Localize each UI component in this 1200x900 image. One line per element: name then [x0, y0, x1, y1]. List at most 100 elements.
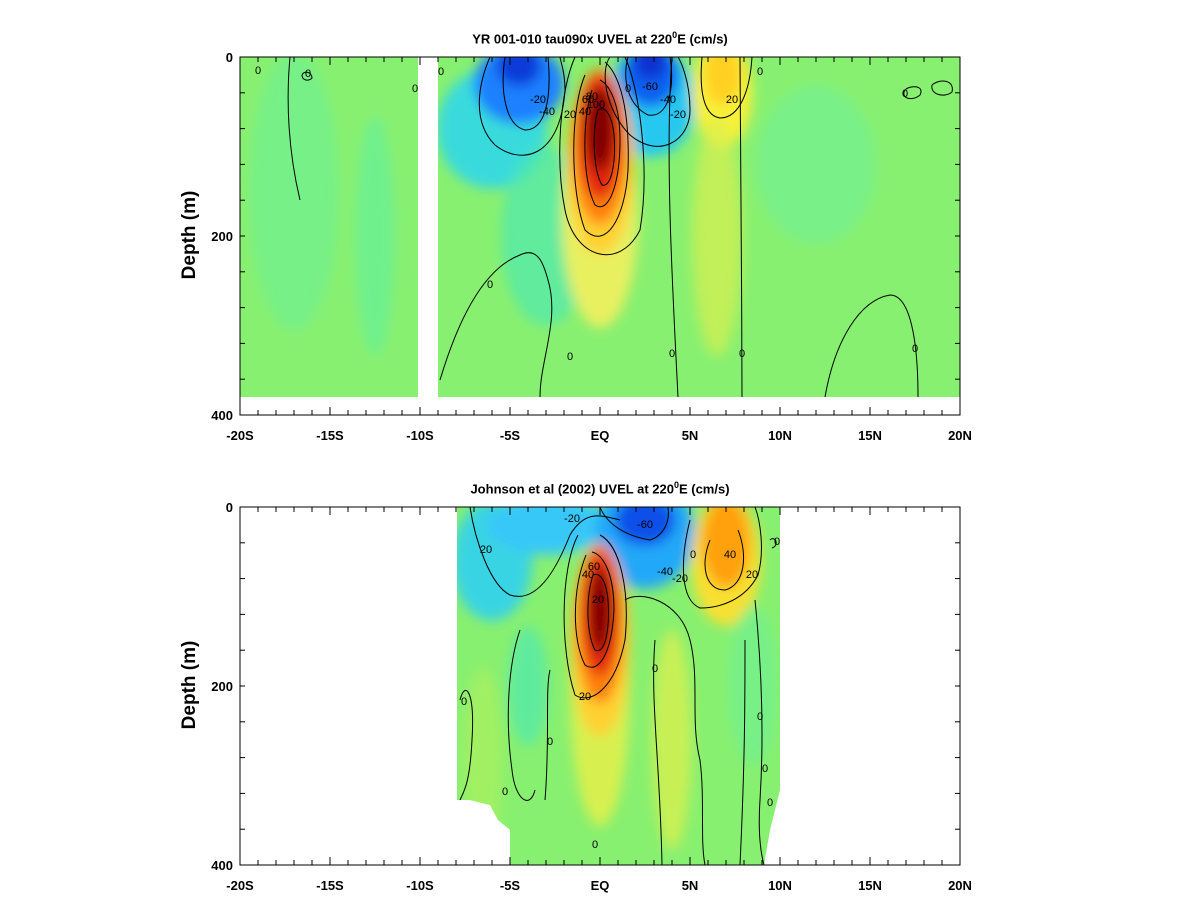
x-tick-label: 15N: [858, 878, 882, 893]
contour-label: 0: [487, 279, 493, 291]
contour-label: -20: [564, 513, 580, 525]
contour-label: 20: [480, 544, 492, 556]
contour-line: [754, 599, 765, 866]
contour-line: [903, 86, 922, 100]
contour-label: 100: [587, 99, 605, 111]
contour-line: [653, 639, 663, 866]
contour-label: -40: [657, 566, 673, 578]
x-tick-label: 10N: [768, 878, 792, 893]
contour-label: 0: [690, 549, 696, 561]
contour-label: 40: [582, 569, 594, 581]
contour-label: 20: [726, 94, 738, 106]
title-suffix: E (cm/s): [677, 31, 728, 47]
contour-label: -20: [670, 109, 686, 121]
contour-label: 40: [724, 549, 736, 561]
velocity-blob: [586, 86, 614, 171]
contour-line: [574, 551, 615, 668]
velocity-blob: [508, 626, 548, 746]
velocity-blob: [615, 507, 675, 546]
x-tick-label: 20N: [948, 428, 972, 443]
contour-label: 0: [757, 66, 763, 78]
contour-line: [478, 56, 566, 156]
contour-line: [739, 639, 746, 866]
velocity-blob: [704, 57, 741, 105]
contour-label: 0: [774, 536, 780, 548]
contour-line: [507, 629, 536, 801]
velocity-field: [457, 507, 780, 865]
contour-line: [625, 56, 673, 116]
contour-label: 0: [652, 663, 658, 675]
y-tick-label: 200: [211, 679, 233, 694]
velocity-field: [240, 57, 960, 397]
y-tick-label: 400: [211, 408, 233, 423]
contour-line: [704, 529, 745, 591]
contour-label: 0: [625, 83, 631, 95]
contour-line: [301, 71, 313, 81]
contour-label: -60: [637, 519, 653, 531]
x-tick-label: 5N: [682, 878, 699, 893]
contour-line: [544, 669, 551, 801]
contour-label: -20: [530, 94, 546, 106]
contour-line: [587, 573, 609, 652]
x-tick-label: -10S: [406, 428, 434, 443]
contour-label: 40: [579, 106, 591, 118]
contour-label: 0: [767, 797, 773, 809]
title-degree: 0: [672, 30, 678, 40]
y-tick-label: 400: [211, 858, 233, 873]
x-tick-label: -20S: [226, 428, 254, 443]
contour-label: -20: [672, 573, 688, 585]
velocity-blob: [486, 507, 606, 555]
contour-label: 0: [567, 351, 573, 363]
velocity-blob: [589, 567, 611, 652]
contour-line: [604, 56, 691, 147]
x-tick-label: 15N: [858, 428, 882, 443]
contour-label: 0: [762, 763, 768, 775]
contour-label: 80: [586, 91, 598, 103]
x-tick-label: -15S: [316, 428, 344, 443]
chart-title: YR 001-010 tau090x UVEL at 2200E (cm/s): [240, 30, 960, 46]
x-tick-label: EQ: [591, 878, 610, 893]
velocity-blob: [634, 57, 667, 80]
contour-label: 0: [438, 66, 444, 78]
contour-label: 20: [746, 569, 758, 581]
contour-label: 60: [582, 94, 594, 106]
contour-line: [769, 538, 777, 549]
contour-label: 0: [547, 736, 553, 748]
contour-line: [824, 294, 919, 398]
x-tick-label: 5N: [682, 428, 699, 443]
contour-line: [931, 80, 953, 96]
x-tick-label: -10S: [406, 878, 434, 893]
contour-label: 20: [564, 109, 576, 121]
contour-label: 0: [669, 348, 675, 360]
contour-line: [502, 56, 550, 131]
contour-label: -40: [539, 106, 555, 118]
x-tick-label: -5S: [500, 878, 521, 893]
x-tick-label: -20S: [226, 878, 254, 893]
contour-label: 0: [902, 88, 908, 100]
velocity-blob: [728, 606, 778, 766]
title-degree: 0: [673, 480, 679, 490]
velocity-blob: [497, 57, 541, 86]
contour-label: -40: [660, 94, 676, 106]
contour-line: [287, 56, 301, 201]
x-tick-label: -5S: [500, 428, 521, 443]
contour-line: [563, 534, 627, 699]
x-tick-label: 20N: [948, 878, 972, 893]
contour-label: 20: [592, 594, 604, 606]
contour-label: 0: [461, 696, 467, 708]
velocity-blob: [249, 57, 339, 332]
contour-line: [459, 689, 474, 801]
contour-label: 0: [412, 83, 418, 95]
contour-line: [624, 595, 706, 866]
velocity-blob: [692, 116, 742, 356]
y-tick-label: 0: [226, 50, 233, 65]
chart-title: Johnson et al (2002) UVEL at 2200E (cm/s…: [240, 480, 960, 496]
contour-line: [739, 56, 743, 398]
contour-line: [584, 79, 621, 208]
contour-label: -60: [642, 81, 658, 93]
y-tick-label: 0: [226, 500, 233, 515]
contour-label: 0: [305, 68, 311, 80]
title-text: Johnson et al (2002) UVEL at 220: [470, 481, 674, 497]
contour-line: [439, 252, 553, 398]
